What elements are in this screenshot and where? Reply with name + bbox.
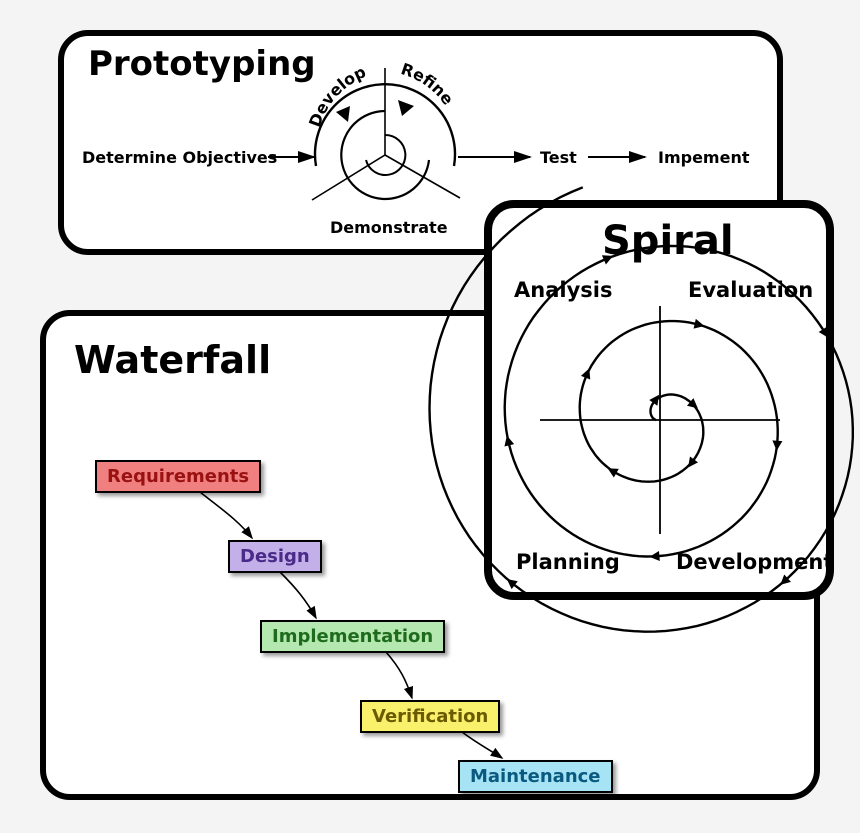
spiral-archimedean xyxy=(0,0,860,833)
diagram-stage: Prototyping Determine Objectives xyxy=(0,0,860,833)
